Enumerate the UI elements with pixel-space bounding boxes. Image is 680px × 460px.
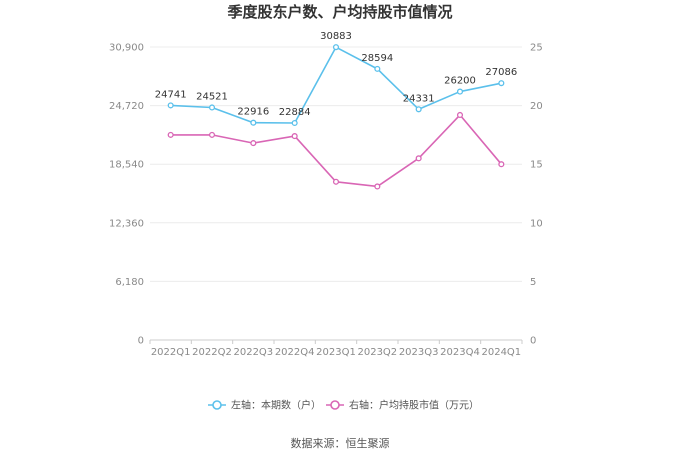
data-label: 22916 [237,107,269,118]
series-2-point[interactable] [498,161,505,168]
right-tick-label: 20 [530,101,543,112]
series-lines: 24741 24521 22916 22884 30883 28594 24331 26200… [155,31,517,190]
series-2-point[interactable] [208,131,216,138]
legend-label: 左轴：本期数（户） [231,399,321,412]
x-tick-label: 2024Q1 [481,347,521,358]
chart-title: 季度股东户数、户均持股市值情况 [227,3,452,21]
series-1-point[interactable] [456,88,464,95]
left-tick-label: 0 [138,336,144,347]
left-tick-label: 30,900 [109,43,144,54]
series-1-point[interactable] [415,106,422,113]
x-tick-label: 2022Q3 [233,347,273,358]
x-tick-label: 2022Q1 [151,347,191,358]
data-label: 27086 [485,67,517,78]
series-1-point[interactable] [498,80,505,87]
series-2-point[interactable] [250,140,257,147]
legend-label: 右轴：户均持股市值（万元） [349,399,479,412]
data-label: 26200 [444,76,476,87]
series-1-point[interactable] [332,44,340,51]
series-1-point[interactable] [374,65,381,72]
legend[interactable]: 左轴：本期数（户） 右轴：户均持股市值（万元） [208,399,479,412]
right-tick-label: 25 [530,43,543,54]
x-tick-label: 2022Q2 [192,347,232,358]
x-tick-label: 2023Q3 [399,347,439,358]
series-1-point[interactable] [208,104,216,111]
right-tick-label: 15 [530,160,543,171]
data-label: 28594 [361,53,393,64]
legend-item-1[interactable]: 左轴：本期数（户） [208,399,321,412]
left-tick-label: 12,360 [109,218,144,229]
data-label: 24331 [403,93,435,104]
data-label: 22884 [279,107,311,118]
legend-marker-icon [330,400,340,410]
series-1-point[interactable] [167,102,174,109]
series-2-point[interactable] [332,178,340,185]
right-tick-label: 5 [530,277,536,288]
x-tick-label: 2023Q2 [357,347,397,358]
series-1-point[interactable] [291,119,298,127]
left-tick-label: 24,720 [109,101,144,112]
right-tick-label: 10 [530,218,543,229]
data-label: 24521 [196,91,228,102]
series-2-point[interactable] [374,183,381,190]
series-2-point[interactable] [415,155,422,162]
x-tick-label: 2023Q4 [440,347,480,358]
series-2-point[interactable] [167,131,174,138]
left-axis-ticks: 0 6,180 12,360 18,540 24,720 30,900 [109,43,144,347]
left-tick-label: 6,180 [115,277,144,288]
legend-item-2[interactable]: 右轴：户均持股市值（万元） [326,399,479,412]
legend-marker-icon [212,400,222,410]
left-tick-label: 18,540 [109,160,144,171]
source-note: 数据来源：恒生聚源 [291,436,390,450]
x-axis-ticks: 2022Q1 2022Q2 2022Q3 2022Q4 2023Q1 2023Q2 2023… [149,340,523,358]
series-line-2 [170,114,502,188]
series-2-point[interactable] [291,133,298,140]
x-tick-label: 2023Q1 [316,347,356,358]
series-1-point[interactable] [250,119,257,126]
right-axis-ticks: 0 5 10 15 20 25 [530,43,543,347]
x-tick-label: 2022Q4 [275,347,315,358]
right-tick-label: 0 [530,336,536,347]
data-label: 30883 [320,31,352,42]
series-2-point[interactable] [456,111,464,119]
data-label: 24741 [155,89,187,100]
